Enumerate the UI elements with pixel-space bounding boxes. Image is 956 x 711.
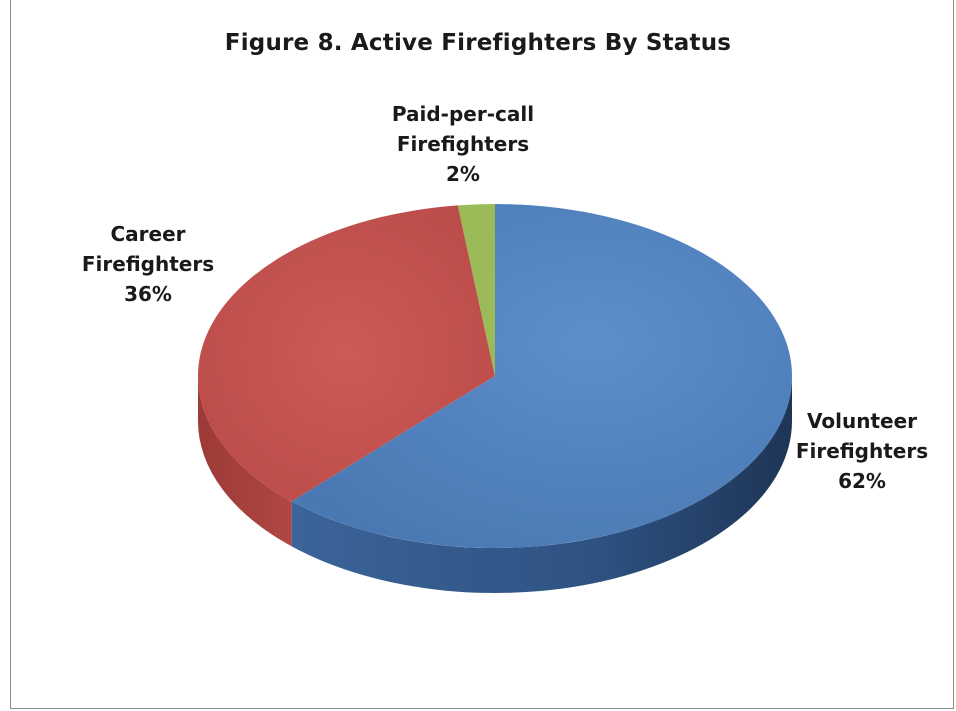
pie-slice-3 <box>457 204 495 376</box>
slice-label-1: Volunteer Firefighters 62% <box>796 409 928 493</box>
pie-slice-2 <box>198 205 496 502</box>
slice-label-2: Career Firefighters 36% <box>82 222 214 306</box>
pie-slice-side-2 <box>198 376 292 547</box>
chart-title: Figure 8. Active Firefighters By Status <box>224 30 732 56</box>
slice-label-3: Paid-per-call Firefighters 2% <box>392 102 534 186</box>
pie-slice-side-1 <box>291 376 792 593</box>
pie-slice-1 <box>291 204 792 548</box>
